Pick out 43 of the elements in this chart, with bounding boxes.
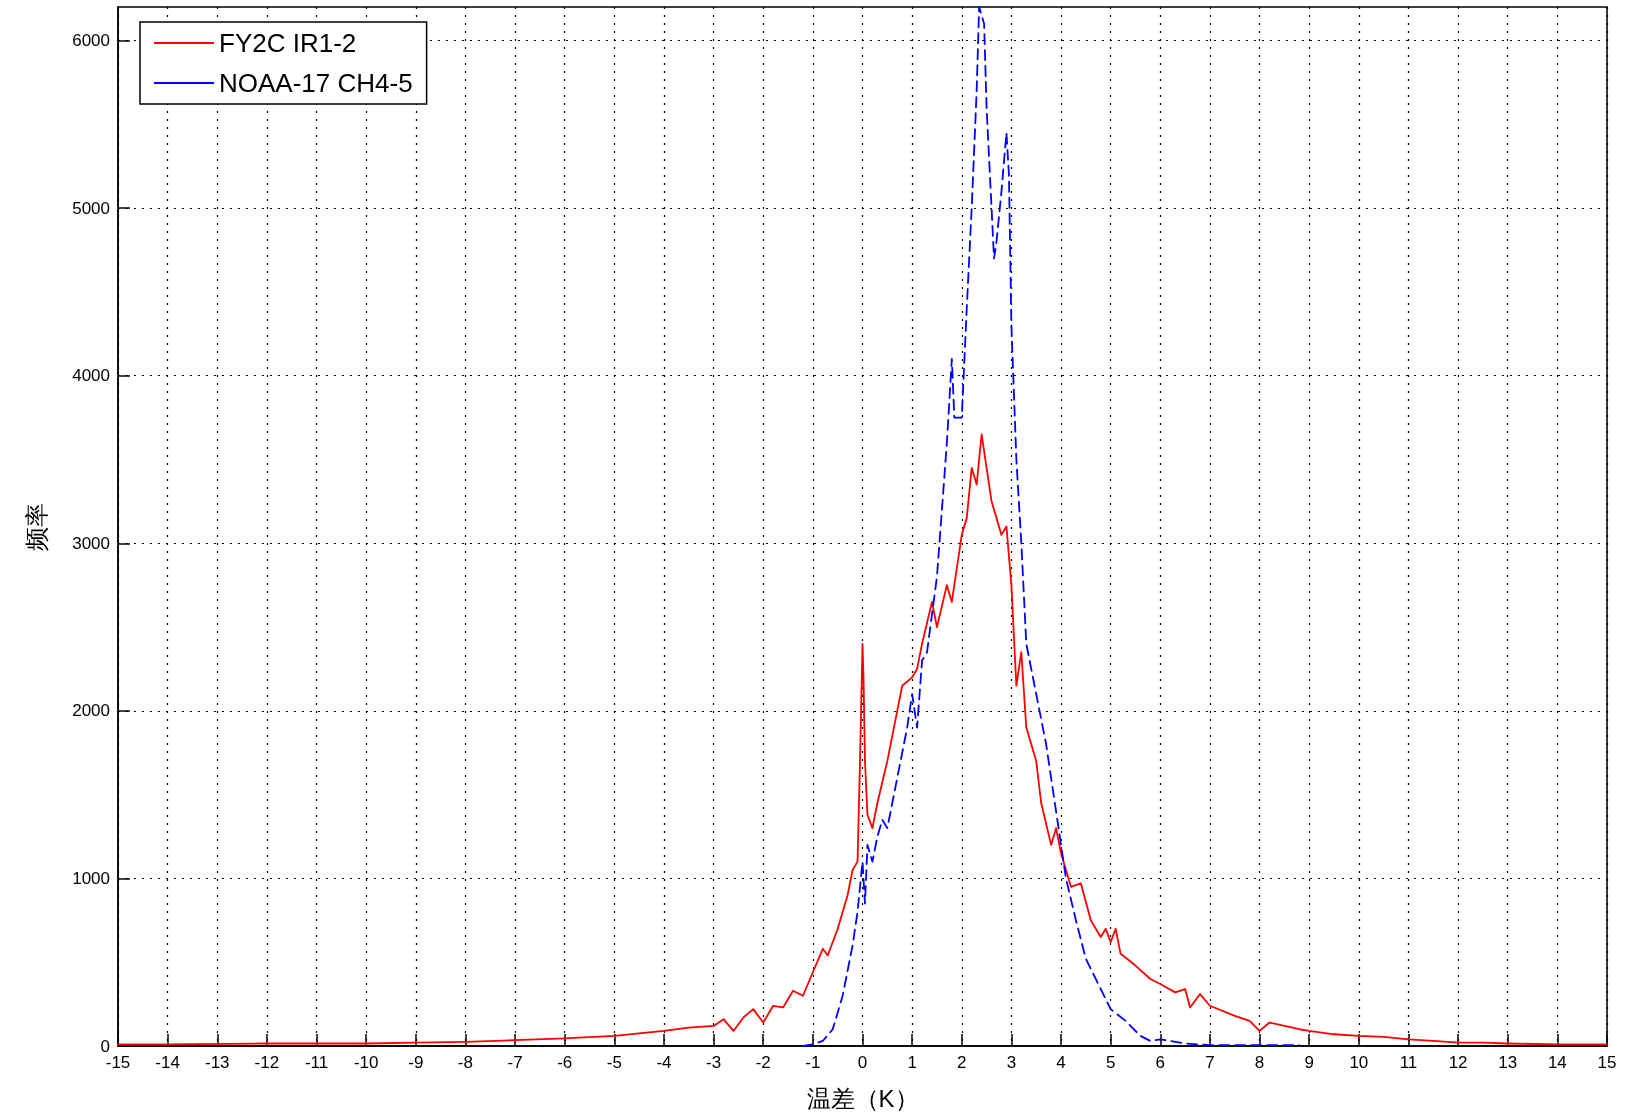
x-tick-label: 8 (1254, 1053, 1265, 1072)
x-tick-label: 0 (857, 1053, 868, 1072)
y-tick-label: 4000 (72, 366, 110, 386)
x-tick-label: -7 (507, 1053, 523, 1072)
x-tick-label: 6 (1155, 1053, 1166, 1072)
x-tick-label: 2 (957, 1053, 967, 1072)
y-tick-label: 1000 (72, 868, 110, 888)
x-tick-label: 5 (1105, 1053, 1116, 1072)
x-tick-label: 1 (907, 1053, 917, 1072)
legend-label: FY2C IR1-2 (219, 28, 357, 58)
x-tick-label: 11 (1399, 1053, 1418, 1072)
x-tick-label: -13 (204, 1053, 230, 1072)
x-tick-label: -11 (304, 1053, 329, 1072)
x-tick-label: -4 (656, 1053, 672, 1072)
x-tick-label: 7 (1205, 1053, 1215, 1072)
x-tick-label: 9 (1304, 1053, 1314, 1072)
x-tick-label: -12 (254, 1053, 280, 1072)
y-tick-label: 0 (100, 1036, 110, 1056)
y-tick-label: 5000 (72, 198, 110, 218)
x-tick-label: -2 (755, 1053, 771, 1072)
x-tick-label: 10 (1349, 1053, 1369, 1072)
x-tick-label: -1 (805, 1053, 821, 1072)
line-series (802, 6, 1301, 1047)
x-tick-label: -5 (606, 1053, 622, 1072)
x-tick-label: 3 (1006, 1053, 1017, 1072)
x-tick-label: -14 (155, 1053, 180, 1072)
x-tick-label: 13 (1498, 1053, 1518, 1072)
x-tick-label: -6 (557, 1053, 573, 1072)
x-tick-label: -8 (457, 1053, 473, 1072)
x-tick-label: -15 (105, 1053, 131, 1072)
x-tick-label: -3 (706, 1053, 722, 1072)
x-tick-label: 14 (1547, 1053, 1567, 1072)
y-tick-label: 6000 (72, 31, 110, 51)
y-tick-label: 2000 (72, 701, 110, 721)
x-axis-title: 温差（K） (806, 1084, 919, 1112)
legend-label: NOAA-17 CH4-5 (219, 68, 413, 98)
x-tick-label: -9 (408, 1053, 424, 1072)
x-tick-label: 4 (1056, 1053, 1066, 1072)
y-axis-title: 频率 (22, 502, 50, 551)
y-tick-label: 3000 (72, 533, 110, 553)
x-tick-label: -10 (353, 1053, 379, 1072)
x-tick-label: 15 (1597, 1053, 1617, 1072)
x-tick-label: 12 (1448, 1053, 1468, 1072)
